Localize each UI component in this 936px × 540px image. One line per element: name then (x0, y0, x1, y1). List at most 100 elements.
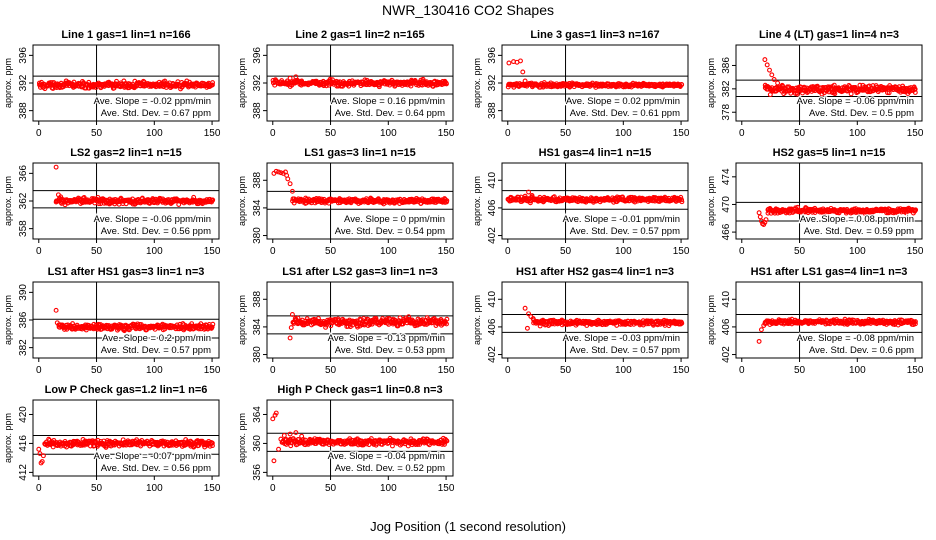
y-tick-label: 396 (18, 47, 29, 64)
data-point (443, 80, 449, 86)
panel-title: LS1 after HS1 gas=3 lin=1 n=3 (48, 266, 205, 278)
data-point (287, 431, 293, 437)
y-tick-label: 410 (487, 290, 498, 307)
y-tick-label: 388 (252, 102, 263, 119)
data-point (289, 312, 295, 317)
x-tick-label: 0 (270, 246, 276, 257)
data-point (756, 338, 762, 344)
std-dev-annotation: Ave. Std. Dev. = 0.67 ppm (101, 108, 211, 119)
slope-annotation: Ave. Slope = -0.06 ppm/min (797, 96, 914, 107)
x-tick-label: 150 (438, 128, 455, 139)
chart-panel-10: LS1 after LS2 gas=3 lin=1 n=3 0 50 100 150 38… (237, 266, 455, 376)
x-tick-label: 50 (560, 246, 572, 257)
slope-annotation: Ave. Slope = 0.16 ppm/min (331, 96, 445, 107)
data-point (209, 198, 215, 204)
x-tick-label: 50 (325, 246, 337, 257)
data-point (328, 323, 334, 329)
y-tick-label: 412 (18, 464, 29, 481)
plot-frame (735, 162, 923, 240)
chart-panel-1: Line 1 gas=1 lin=1 n=166 0 50 100 150 388 392 3… (3, 29, 221, 139)
data-point (912, 321, 918, 327)
y-axis-title: approx. ppm (237, 413, 247, 463)
data-point (288, 325, 294, 331)
x-tick-label: 150 (438, 483, 455, 494)
slope-annotation: Ave. Slope = 0 ppm/min (344, 214, 445, 225)
x-tick-label: 100 (615, 128, 632, 139)
x-tick-label: 0 (739, 128, 745, 139)
x-tick-label: 50 (325, 128, 337, 139)
std-dev-annotation: Ave. Std. Dev. = 0.57 ppm (101, 345, 211, 356)
x-tick-label: 150 (204, 483, 221, 494)
data-point (276, 446, 282, 452)
data-point (70, 321, 76, 327)
data-point (210, 82, 215, 88)
data-point (443, 437, 449, 443)
y-axis-title: approx. ppm (3, 413, 13, 463)
y-tick-label: 356 (252, 464, 263, 481)
chart-panel-5: LS2 gas=2 lin=1 n=15 0 50 100 150 358 362 366 ap… (3, 147, 221, 257)
x-tick-label: 100 (380, 483, 397, 494)
data-point (794, 91, 800, 97)
plot-frame (266, 162, 454, 240)
data-point (53, 307, 59, 313)
data-series (36, 436, 215, 466)
data-point (130, 196, 136, 202)
data-point (210, 443, 215, 449)
x-tick-label: 150 (438, 365, 455, 376)
std-dev-annotation: Ave. Std. Dev. = 0.64 ppm (335, 108, 445, 119)
x-tick-label: 100 (146, 128, 163, 139)
data-point (210, 321, 216, 327)
y-axis-title: approx. ppm (706, 58, 716, 108)
std-dev-annotation: Ave. Std. Dev. = 0.61 ppm (570, 108, 680, 119)
data-point (287, 181, 293, 187)
data-point (210, 80, 216, 86)
x-tick-label: 50 (560, 128, 572, 139)
y-tick-label: 396 (487, 47, 498, 64)
std-dev-annotation: Ave. Std. Dev. = 0.5 ppm (809, 108, 914, 119)
x-axis-title: Jog Position (1 second resolution) (370, 519, 566, 534)
x-tick-label: 100 (849, 365, 866, 376)
data-series (36, 78, 216, 92)
data-point (758, 327, 764, 333)
std-dev-annotation: Ave. Std. Dev. = 0.54 ppm (335, 226, 445, 237)
y-axis-title: approx. ppm (472, 295, 482, 345)
data-series (756, 204, 919, 227)
plot-frame (735, 281, 923, 359)
std-dev-annotation: Ave. Std. Dev. = 0.59 ppm (804, 226, 914, 237)
data-point (526, 189, 532, 195)
panel-title: Line 4 (LT) gas=1 lin=4 n=3 (759, 29, 899, 41)
y-axis-title: approx. ppm (3, 58, 13, 108)
data-point (526, 311, 532, 317)
x-tick-label: 100 (849, 128, 866, 139)
panel-title: LS2 gas=2 lin=1 n=15 (70, 147, 182, 159)
slope-annotation: Ave. Slope = -0.01 ppm/min (563, 214, 680, 225)
panel-title: Line 2 gas=1 lin=2 n=165 (295, 29, 424, 41)
plot-frame (266, 399, 454, 477)
data-point (444, 321, 449, 327)
y-axis-title: approx. ppm (472, 176, 482, 226)
plot-frame (32, 399, 220, 477)
plot-frame (501, 162, 689, 240)
data-series (756, 316, 918, 344)
x-tick-label: 150 (673, 128, 690, 139)
data-point (273, 168, 279, 174)
y-tick-label: 388 (252, 171, 263, 188)
data-series (522, 305, 685, 331)
x-tick-label: 100 (380, 128, 397, 139)
data-point (444, 198, 450, 204)
slope-annotation: Ave. Slope = 0.08 ppm/min (800, 214, 914, 225)
std-dev-annotation: Ave. Std. Dev. = 0.57 ppm (570, 345, 680, 356)
y-tick-label: 360 (252, 435, 263, 452)
data-point (384, 316, 390, 322)
x-tick-label: 150 (673, 246, 690, 257)
y-tick-label: 388 (18, 102, 29, 119)
y-axis-title: approx. ppm (237, 176, 247, 226)
y-tick-label: 384 (252, 318, 263, 335)
data-point (271, 458, 277, 464)
x-tick-label: 50 (794, 365, 806, 376)
y-tick-label: 390 (18, 284, 29, 301)
x-tick-label: 0 (505, 365, 511, 376)
data-point (522, 305, 528, 311)
x-tick-label: 100 (146, 365, 163, 376)
